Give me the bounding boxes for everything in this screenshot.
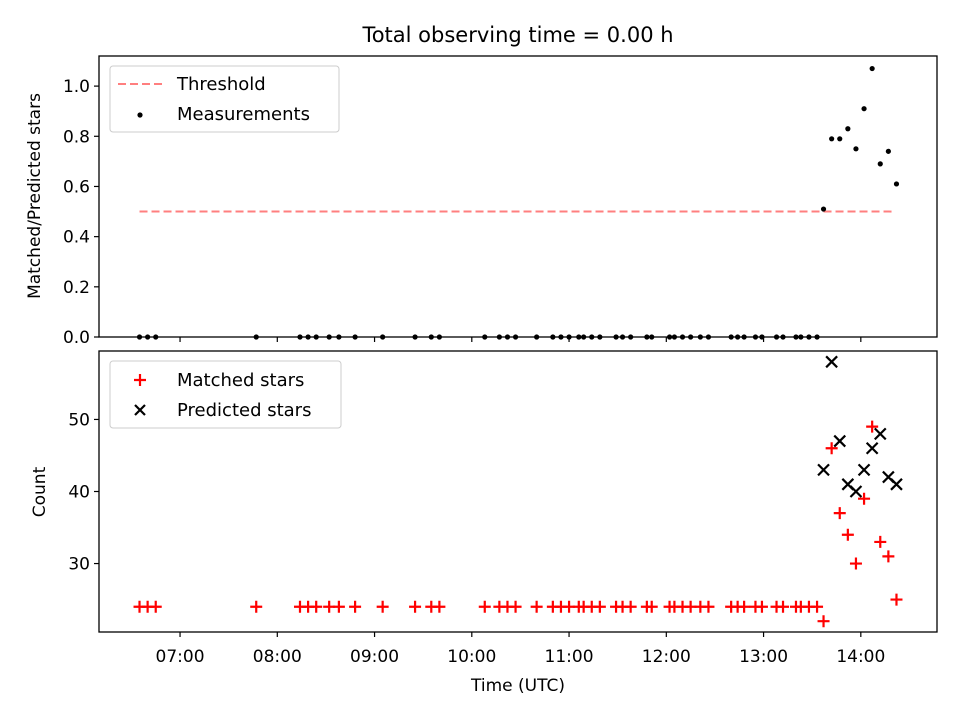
matched-star-point xyxy=(890,593,903,606)
top-y-tick-label: 0.0 xyxy=(63,328,90,348)
measurement-point xyxy=(820,206,827,212)
matched-star-point xyxy=(645,600,658,613)
matched-star-point xyxy=(755,600,768,613)
top-y-axis-label: Matched/Predicted stars xyxy=(25,93,45,299)
bottom-x-tick-label: 08:00 xyxy=(253,647,302,667)
top-y-ticks: 0.0 0.2 0.4 0.6 0.8 1.0 xyxy=(63,77,99,348)
bottom-panel: 30 40 50 07:00 08:00 09:00 10:00 11:00 12:00 13:… xyxy=(30,350,938,696)
bottom-legend-box xyxy=(109,360,342,429)
predicted-star-point xyxy=(857,463,871,477)
matched-star-point xyxy=(409,600,422,613)
measurement-point xyxy=(893,181,900,187)
top-legend-box xyxy=(109,65,340,133)
top-y-tick-label: 0.6 xyxy=(63,177,90,197)
top-legend: Threshold Measurements xyxy=(109,65,340,133)
legend-threshold-label: Threshold xyxy=(176,74,266,95)
matched-star-point xyxy=(332,600,345,613)
matched-star-point xyxy=(874,535,887,548)
bottom-legend: Matched stars Predicted stars xyxy=(109,360,342,429)
matched-star-point xyxy=(702,600,715,613)
matched-star-point xyxy=(509,600,522,613)
matched-star-point xyxy=(478,600,491,613)
matched-star-point xyxy=(825,442,838,455)
legend-matched-swatch xyxy=(134,374,146,386)
bottom-y-tick-label: 50 xyxy=(68,410,90,430)
bottom-x-tick-label: 14:00 xyxy=(836,647,885,667)
matched-star-point xyxy=(833,507,846,520)
predicted-star-point xyxy=(833,434,847,448)
top-x-ticks xyxy=(179,337,862,342)
measurement-point xyxy=(861,106,867,112)
top-y-tick-label: 1.0 xyxy=(63,77,90,97)
bottom-plot-marks xyxy=(133,355,903,628)
matched-star-point xyxy=(376,600,389,613)
bottom-x-axis-label: Time (UTC) xyxy=(470,676,565,696)
top-y-tick-label: 0.4 xyxy=(63,228,90,248)
bottom-x-tick-label: 10:00 xyxy=(447,647,496,667)
measurement-point xyxy=(853,146,859,152)
matched-star-point xyxy=(593,600,606,613)
bottom-y-tick-label: 40 xyxy=(68,483,90,503)
predicted-star-point xyxy=(825,355,838,369)
measurement-point xyxy=(829,136,835,142)
bottom-x-tick-label: 09:00 xyxy=(350,647,399,667)
predicted-star-point xyxy=(849,485,863,498)
predicted-star-point xyxy=(890,478,903,491)
top-chart-title: Total observing time = 0.00 h xyxy=(361,23,673,47)
legend-matched-label: Matched stars xyxy=(177,370,304,391)
top-axes-frame xyxy=(98,55,938,338)
measurement-point xyxy=(869,65,875,72)
legend-measurements-swatch xyxy=(137,112,143,118)
bottom-x-tick-label: 11:00 xyxy=(545,647,594,667)
bottom-x-ticks: 07:00 08:00 09:00 10:00 11:00 12:00 13:00 14:00 xyxy=(156,632,885,667)
bottom-y-axis-label: Count xyxy=(30,466,50,517)
legend-predicted-label: Predicted stars xyxy=(177,400,311,421)
matched-star-point xyxy=(858,492,871,505)
matched-star-point xyxy=(149,600,162,613)
matched-star-point xyxy=(250,600,263,613)
matched-star-point xyxy=(738,600,751,613)
legend-predicted-swatch xyxy=(134,404,146,416)
measurement-point xyxy=(845,126,851,132)
measurement-point xyxy=(877,161,883,167)
matched-star-point xyxy=(841,528,854,541)
legend-measurements-label: Measurements xyxy=(177,104,310,125)
matched-star-point xyxy=(811,600,824,613)
matched-star-point xyxy=(882,550,895,563)
predicted-star-point xyxy=(873,427,887,441)
top-y-tick-label: 0.2 xyxy=(63,278,90,298)
matched-star-point xyxy=(866,420,879,433)
bottom-x-tick-label: 13:00 xyxy=(739,647,788,667)
top-y-tick-label: 0.8 xyxy=(63,127,90,147)
predicted-star-point xyxy=(817,463,830,477)
matched-star-point xyxy=(433,600,446,613)
matched-star-point xyxy=(530,600,543,613)
top-panel: Total observing time = 0.00 h 0.00.20.40… xyxy=(25,23,938,348)
matched-star-point xyxy=(349,600,362,613)
matched-star-point xyxy=(817,615,830,628)
bottom-x-tick-label: 07:00 xyxy=(156,647,205,667)
matched-star-point xyxy=(849,557,862,570)
matched-star-point xyxy=(777,600,790,613)
bottom-x-tick-label: 12:00 xyxy=(642,647,691,667)
matched-star-point xyxy=(310,600,323,613)
measurement-point xyxy=(837,136,843,142)
measurement-point xyxy=(885,148,891,154)
matched-star-point xyxy=(624,600,637,613)
bottom-y-tick-label: 30 xyxy=(68,555,90,575)
bottom-y-ticks: 30 40 50 xyxy=(68,410,99,575)
predicted-star-point xyxy=(865,441,879,455)
